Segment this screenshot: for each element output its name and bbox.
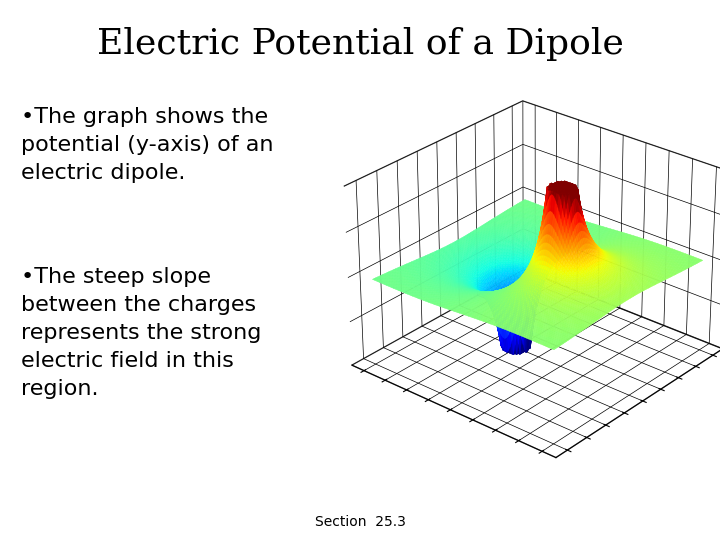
Text: •The graph shows the
potential (y-axis) of an
electric dipole.: •The graph shows the potential (y-axis) … <box>22 107 274 183</box>
Text: •The steep slope
between the charges
represents the strong
electric field in thi: •The steep slope between the charges rep… <box>22 267 261 399</box>
Text: Section  25.3: Section 25.3 <box>315 515 405 529</box>
Text: Electric Potential of a Dipole: Electric Potential of a Dipole <box>96 27 624 61</box>
